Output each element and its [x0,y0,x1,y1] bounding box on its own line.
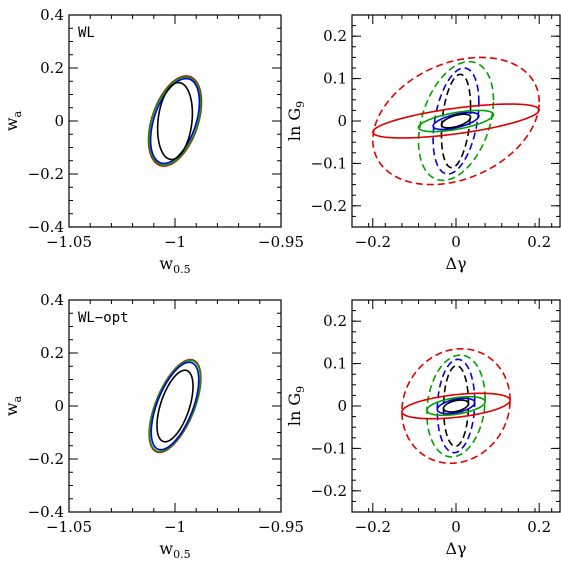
x-tick-label: 0.2 [527,518,551,536]
solid-contour-ellipse [156,81,194,161]
x-tick-label: 0.2 [527,233,551,251]
y-tick-label: 0 [337,112,347,130]
x-tick-label: 0 [451,233,461,251]
y-tick-label: 0 [337,397,347,415]
solid-contour-ellipse [148,358,202,454]
panel-label: WL [78,25,95,41]
plot-frame [351,14,561,228]
contour-group [148,358,202,454]
x-tick-label: −1 [164,518,186,536]
y-tick-label: 0.4 [40,291,64,309]
x-axis-label: Δγ [445,254,466,273]
y-tick-label: −0.1 [311,439,347,457]
solid-contour-ellipse [150,361,200,451]
dashed-contour-ellipse [417,60,495,182]
x-tick-label: 0 [451,518,461,536]
y-tick-label: −0.2 [311,482,347,500]
y-axis-label: ln G9 [285,101,307,141]
y-tick-label: 0.2 [323,27,347,45]
chart-panel-4: −0.2 0 0.2 −0.2 −0.1 0 0.1 0.2 Δγ ln G9 [285,299,561,558]
chart-panel-3: −1.05 −1 −0.95 −0.4 −0.2 0 0.2 0.4 w0.5 wa WL−opt [2,291,304,561]
y-axis-label: ln G9 [285,386,307,426]
x-tick-label: −0.2 [355,233,391,251]
solid-contour-ellipse [147,75,203,167]
y-tick-label: 0.1 [323,70,347,88]
solid-contour-ellipse [401,392,511,420]
solid-contour-ellipse [442,399,470,413]
contour-group [371,56,541,186]
solid-contour-ellipse [426,395,486,417]
x-axis-label: w0.5 [159,254,190,276]
x-tick-label: −1.05 [46,518,92,536]
y-tick-label: −0.2 [28,450,64,468]
dashed-contour-ellipse [436,358,476,454]
y-tick-label: 0.2 [323,312,347,330]
y-axis-label: wa [2,395,24,416]
y-tick-label: −0.4 [28,218,64,236]
solid-contour-ellipse [436,397,476,415]
y-tick-label: −0.2 [28,165,64,183]
x-tick-label: −0.95 [258,518,304,536]
dashed-contour-ellipse [426,354,486,458]
x-axis-label: Δγ [445,539,466,558]
y-axis-label: wa [2,110,24,131]
solid-contour-ellipse [148,359,202,453]
dashed-contour-ellipse [432,67,480,175]
y-tick-label: 0 [54,397,64,415]
dashed-contour-ellipse [440,73,472,169]
solid-contour-ellipse [440,113,472,129]
x-tick-label: −1.05 [46,233,92,251]
plot-frame [68,14,282,228]
solid-contour-ellipse [156,369,194,443]
y-tick-label: 0.1 [323,355,347,373]
y-tick-label: −0.1 [311,154,347,172]
x-tick-label: −0.95 [258,233,304,251]
contour-group [401,347,511,465]
dashed-contour-ellipse [401,347,511,465]
solid-contour-ellipse [371,103,541,139]
contour-group [147,75,203,167]
solid-contour-ellipse [432,111,480,131]
panel-label: WL−opt [78,310,129,326]
chart-panel-1: −1.05 −1 −0.95 −0.4 −0.2 0 0.2 0.4 w0.5 wa WL [2,6,304,276]
y-tick-label: 0.4 [40,6,64,24]
chart-panel-2: −0.2 0 0.2 −0.2 −0.1 0 0.1 0.2 Δγ ln G9 [285,14,561,273]
plot-frame [351,299,561,513]
dashed-contour-ellipse [442,364,470,448]
y-tick-label: 0.2 [40,344,64,362]
x-tick-label: −1 [164,233,186,251]
solid-contour-ellipse [148,76,202,166]
plot-frame [68,299,282,513]
x-axis-label: w0.5 [159,539,190,561]
y-tick-label: −0.2 [311,197,347,215]
y-tick-label: 0.2 [40,59,64,77]
solid-contour-ellipse [417,109,495,133]
y-tick-label: −0.4 [28,503,64,521]
y-tick-label: 0 [54,112,64,130]
x-tick-label: −0.2 [355,518,391,536]
